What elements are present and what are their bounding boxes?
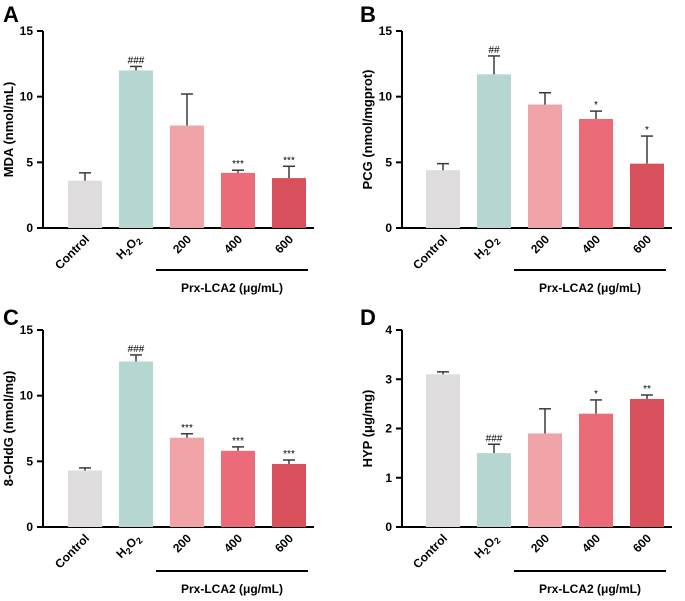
group-label: Prx-LCA2 (μg/mL) bbox=[539, 582, 641, 596]
significance-label: *** bbox=[283, 155, 295, 166]
x-tick-label: 400 bbox=[579, 531, 603, 555]
x-tick-label: 600 bbox=[630, 531, 654, 555]
bar bbox=[528, 104, 562, 228]
y-tick-label: 1 bbox=[385, 471, 392, 485]
significance-label: *** bbox=[232, 436, 244, 447]
y-axis-label: 8-OHdG (nmol/mg) bbox=[1, 371, 16, 487]
y-tick-label: 15 bbox=[20, 24, 34, 38]
bar bbox=[477, 74, 511, 228]
x-tick-label: Control bbox=[52, 232, 92, 272]
group-label: Prx-LCA2 (μg/mL) bbox=[539, 281, 641, 295]
group-label: Prx-LCA2 (μg/mL) bbox=[181, 582, 283, 596]
bar bbox=[528, 433, 562, 527]
x-tick-label: 200 bbox=[170, 531, 194, 555]
significance-label: * bbox=[594, 100, 598, 111]
y-axis-label: MDA (nmol/mL) bbox=[1, 82, 16, 178]
y-tick-label: 5 bbox=[26, 155, 33, 169]
bar bbox=[579, 118, 613, 228]
bar bbox=[630, 163, 664, 228]
x-tick-label-part: 2 bbox=[134, 535, 145, 546]
x-tick-label: 400 bbox=[579, 232, 603, 256]
y-tick-label: 10 bbox=[379, 90, 393, 104]
significance-label: *** bbox=[283, 449, 295, 460]
y-tick-label: 15 bbox=[379, 24, 393, 38]
bar bbox=[579, 413, 613, 527]
panel-letter: D bbox=[360, 305, 376, 330]
bar bbox=[170, 437, 204, 527]
x-tick-label: Control bbox=[410, 531, 450, 571]
x-tick-label: 200 bbox=[170, 232, 194, 256]
significance-label: *** bbox=[181, 423, 193, 434]
chart-panel-a: A 0 5 10 15 MDA (nmol/mL) Control ### H2O2 200 ***… bbox=[1, 2, 314, 295]
significance-label: ** bbox=[643, 384, 651, 395]
bar bbox=[221, 450, 255, 527]
y-axis-label: HYP (μg/mg) bbox=[360, 390, 375, 468]
x-tick-label-part: 2 bbox=[124, 247, 135, 258]
chart-panel-d: D 0 1 2 3 4 HYP (μg/mg) Control ### H2O2 200 * 400 **… bbox=[360, 305, 672, 596]
x-tick-label-part: 2 bbox=[124, 546, 135, 557]
x-tick-label: H2O2 bbox=[471, 531, 502, 562]
x-tick-label: 600 bbox=[630, 232, 654, 256]
chart-panel-c: C 0 5 10 15 8-OHdG (nmol/mg) Control ### H2O2 ***… bbox=[1, 305, 314, 596]
x-tick-label: 400 bbox=[221, 232, 245, 256]
significance-label: ### bbox=[128, 55, 145, 66]
y-axis-label: PCG (nmol/mgprot) bbox=[360, 70, 375, 190]
x-tick-label: 200 bbox=[528, 232, 552, 256]
bar bbox=[119, 361, 153, 527]
x-tick-label-part: 2 bbox=[482, 546, 493, 557]
bar bbox=[272, 178, 306, 228]
group-label: Prx-LCA2 (μg/mL) bbox=[181, 281, 283, 295]
y-tick-label: 10 bbox=[20, 389, 34, 403]
y-tick-label: 0 bbox=[385, 520, 392, 534]
y-tick-label: 0 bbox=[26, 520, 33, 534]
bar bbox=[272, 463, 306, 527]
x-tick-label: Control bbox=[52, 531, 92, 571]
panel-letter: C bbox=[3, 305, 19, 330]
x-tick-label: 600 bbox=[272, 232, 296, 256]
y-tick-label: 3 bbox=[385, 372, 392, 386]
x-tick-label-part: 2 bbox=[492, 236, 503, 247]
significance-label: *** bbox=[232, 159, 244, 170]
chart-panel-b: B 0 5 10 15 PCG (nmol/mgprot) Control ## H2O2 200… bbox=[360, 2, 672, 295]
bar bbox=[426, 170, 460, 228]
y-tick-label: 4 bbox=[385, 323, 392, 337]
panel-letter: B bbox=[360, 2, 376, 27]
x-tick-label-part: 2 bbox=[482, 247, 493, 258]
y-tick-label: 0 bbox=[26, 221, 33, 235]
x-tick-label: 200 bbox=[528, 531, 552, 555]
significance-label: ## bbox=[488, 45, 500, 56]
bar bbox=[119, 70, 153, 229]
y-tick-label: 5 bbox=[26, 454, 33, 468]
y-tick-label: 2 bbox=[385, 422, 392, 436]
significance-label: ### bbox=[128, 344, 145, 355]
bar bbox=[170, 125, 204, 228]
x-tick-label: 600 bbox=[272, 531, 296, 555]
bar bbox=[68, 180, 102, 228]
bar bbox=[477, 453, 511, 527]
x-tick-label-part: 2 bbox=[134, 236, 145, 247]
panel-letter: A bbox=[3, 2, 19, 27]
bar bbox=[630, 398, 664, 527]
y-tick-label: 10 bbox=[20, 90, 34, 104]
x-tick-label: H2O2 bbox=[471, 232, 502, 263]
x-tick-label-part: 2 bbox=[492, 535, 503, 546]
x-tick-label: H2O2 bbox=[113, 531, 144, 562]
x-tick-label: 400 bbox=[221, 531, 245, 555]
bar bbox=[426, 374, 460, 527]
bar bbox=[221, 172, 255, 228]
x-tick-label: Control bbox=[410, 232, 450, 272]
x-tick-label: H2O2 bbox=[113, 232, 144, 263]
bar bbox=[68, 470, 102, 527]
y-tick-label: 15 bbox=[20, 323, 34, 337]
y-tick-label: 0 bbox=[385, 221, 392, 235]
significance-label: * bbox=[645, 125, 649, 136]
y-tick-label: 5 bbox=[385, 155, 392, 169]
significance-label: ### bbox=[486, 433, 503, 444]
significance-label: * bbox=[594, 389, 598, 400]
